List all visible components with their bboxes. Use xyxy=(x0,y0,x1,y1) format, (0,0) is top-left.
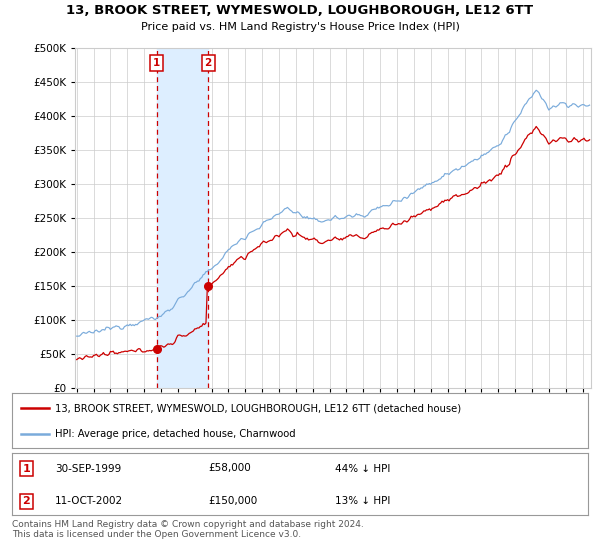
Text: £150,000: £150,000 xyxy=(208,496,257,506)
Text: Contains HM Land Registry data © Crown copyright and database right 2024.
This d: Contains HM Land Registry data © Crown c… xyxy=(12,520,364,539)
Text: HPI: Average price, detached house, Charnwood: HPI: Average price, detached house, Char… xyxy=(55,430,296,439)
Text: 2: 2 xyxy=(22,496,30,506)
Text: 11-OCT-2002: 11-OCT-2002 xyxy=(55,496,124,506)
Text: 1: 1 xyxy=(22,464,30,474)
Text: 44% ↓ HPI: 44% ↓ HPI xyxy=(335,464,390,474)
Text: 2: 2 xyxy=(205,58,212,68)
Bar xyxy=(157,48,208,388)
Text: 30-SEP-1999: 30-SEP-1999 xyxy=(55,464,121,474)
Text: 1: 1 xyxy=(153,58,160,68)
Text: 13% ↓ HPI: 13% ↓ HPI xyxy=(335,496,390,506)
Text: 13, BROOK STREET, WYMESWOLD, LOUGHBOROUGH, LE12 6TT: 13, BROOK STREET, WYMESWOLD, LOUGHBOROUG… xyxy=(67,4,533,17)
Text: Price paid vs. HM Land Registry's House Price Index (HPI): Price paid vs. HM Land Registry's House … xyxy=(140,22,460,32)
Text: 13, BROOK STREET, WYMESWOLD, LOUGHBOROUGH, LE12 6TT (detached house): 13, BROOK STREET, WYMESWOLD, LOUGHBOROUG… xyxy=(55,403,461,413)
Text: £58,000: £58,000 xyxy=(208,464,251,474)
